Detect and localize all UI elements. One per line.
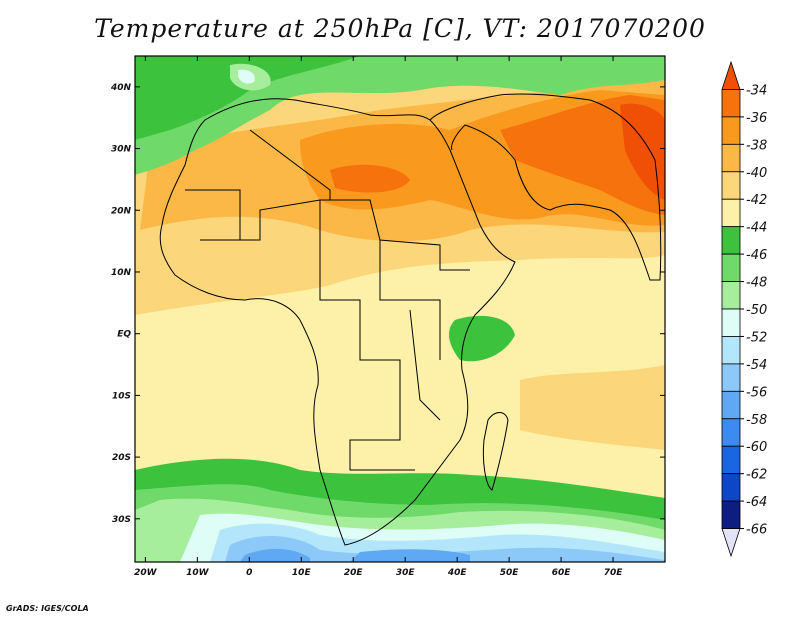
longitude-axis: 20W 10W 0 10E 20E 30E 40E 50E 60E 70E xyxy=(134,56,623,578)
colorbar-label: -34 xyxy=(746,83,767,98)
colorbar-swatch xyxy=(721,143,741,173)
colorbar-top-arrow xyxy=(721,60,741,90)
colorbar-label: -40 xyxy=(746,166,767,181)
colorbar-label: -62 xyxy=(746,468,767,483)
lon-tick-label: 50E xyxy=(500,568,520,578)
colorbar-label: -66 xyxy=(746,523,767,538)
map-title: Temperature at 250hPa [C], VT: 201707020… xyxy=(94,14,706,43)
colorbar-swatch xyxy=(721,198,741,228)
colorbar-swatch xyxy=(721,363,741,392)
lon-tick-label: 10W xyxy=(186,568,210,578)
colorbar-label: -52 xyxy=(746,330,767,345)
lat-tick-label: 20S xyxy=(112,453,131,463)
grads-credit: GrADS: IGES/COLA xyxy=(6,604,89,613)
lat-tick-label: 40N xyxy=(110,83,132,93)
colorbar-label: -46 xyxy=(746,248,767,263)
lon-tick-label: 10E xyxy=(292,568,312,578)
lon-tick-label: 20E xyxy=(344,568,364,578)
colorbar-label: -50 xyxy=(746,303,767,318)
colorbar-swatch xyxy=(721,89,741,118)
colorbar-swatch xyxy=(721,445,741,475)
colorbar-swatch xyxy=(721,308,741,337)
lon-tick-label: 60E xyxy=(552,568,572,578)
lat-tick-label: 10N xyxy=(111,268,132,278)
colorbar-bottom-arrow xyxy=(721,528,741,558)
colorbar: -34 -36 -38 -40 -42 -44 -46 -48 -50 -52 -54 -56 -58 -… xyxy=(721,60,767,558)
colorbar-swatch xyxy=(721,500,741,529)
lon-tick-label: 0 xyxy=(246,568,252,578)
colorbar-swatch xyxy=(721,473,741,502)
latitude-axis: 40N 30N 20N 10N EQ 10S 20S 30S xyxy=(110,83,665,525)
colorbar-label: -38 xyxy=(746,138,767,153)
lat-tick-label: 30S xyxy=(112,515,131,525)
colorbar-label: -42 xyxy=(746,193,767,208)
colorbar-swatch xyxy=(721,336,741,365)
colorbar-label: -60 xyxy=(746,440,767,455)
lon-tick-label: 40E xyxy=(447,568,468,578)
colorbar-label: -64 xyxy=(746,495,767,510)
coastlines xyxy=(159,93,662,546)
colorbar-swatch xyxy=(721,281,741,310)
lon-tick-label: 30E xyxy=(396,568,416,578)
colorbar-swatch xyxy=(721,171,741,200)
colorbar-label: -56 xyxy=(746,385,767,400)
colorbar-swatch xyxy=(721,253,741,282)
colorbar-label: -58 xyxy=(746,413,767,428)
lat-tick-label: 10S xyxy=(112,391,131,401)
colorbar-swatch xyxy=(721,390,741,420)
colorbar-swatch xyxy=(721,226,741,255)
lat-tick-label: EQ xyxy=(117,330,131,340)
colorbar-label: -54 xyxy=(746,358,767,373)
colorbar-swatch xyxy=(721,418,741,447)
lon-tick-label: 70E xyxy=(604,568,624,578)
colorbar-swatch xyxy=(721,116,741,145)
lat-tick-label: 30N xyxy=(111,145,132,155)
plot-frame xyxy=(134,55,666,563)
colorbar-label: -44 xyxy=(746,221,767,236)
colorbar-label: -36 xyxy=(746,111,767,126)
lon-tick-label: 20W xyxy=(134,568,158,578)
temperature-field xyxy=(135,56,665,562)
colorbar-label: -48 xyxy=(746,276,767,291)
lat-tick-label: 20N xyxy=(111,206,132,216)
